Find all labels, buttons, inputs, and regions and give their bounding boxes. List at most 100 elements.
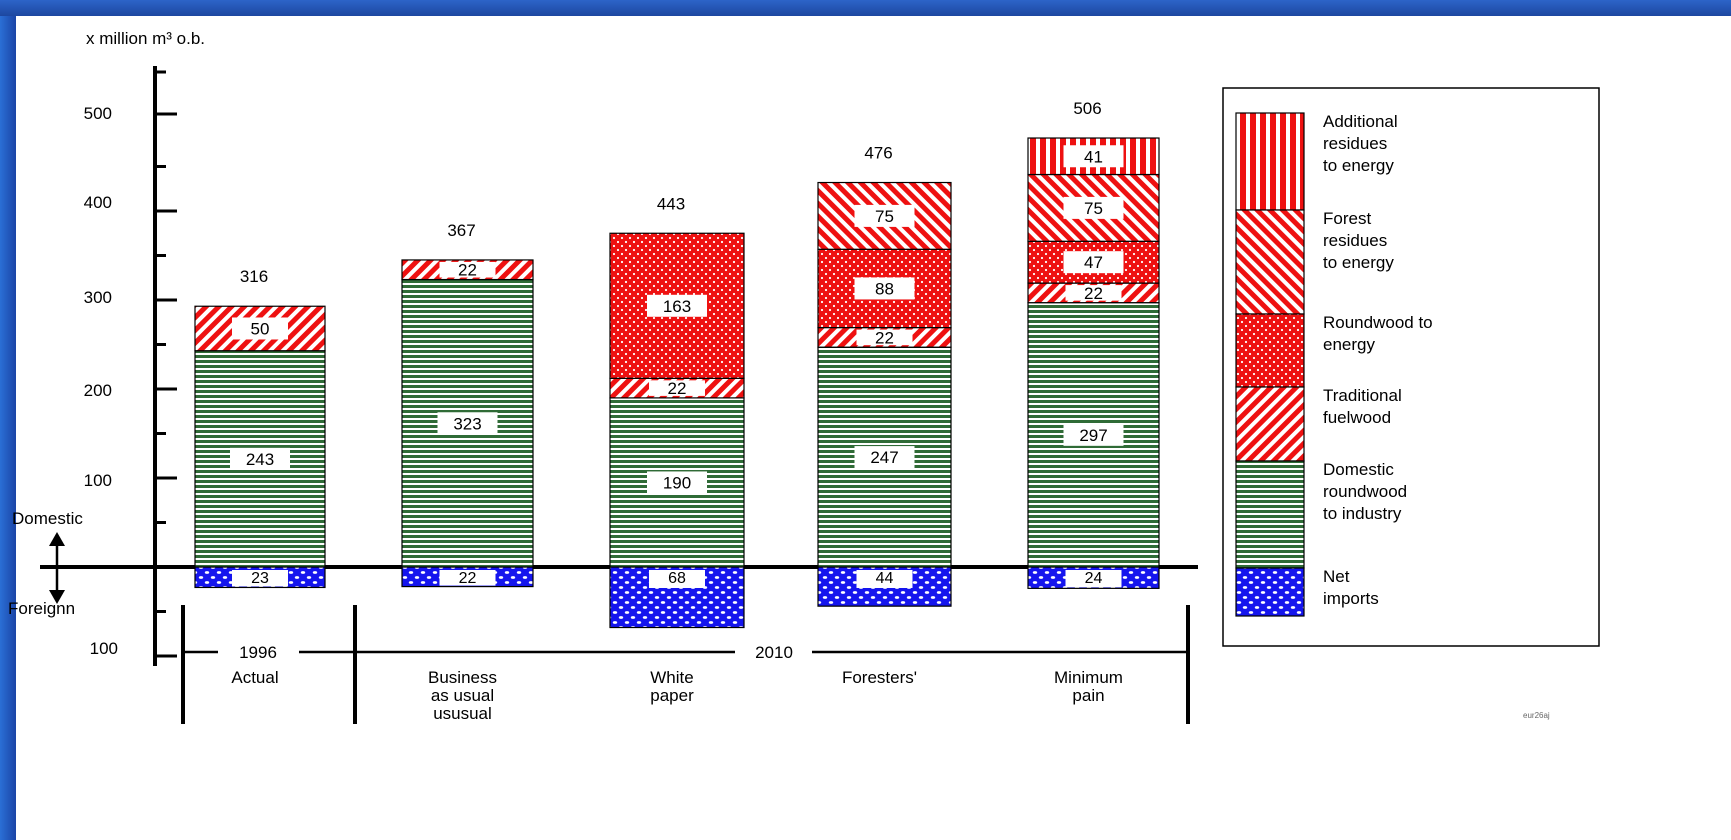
legend-label-residues: Forest residues to energy (1323, 209, 1394, 272)
legend-swatch-additional (1235, 112, 1305, 211)
category-label-line: pain (1072, 686, 1104, 705)
bar-value-label: 50 (251, 319, 270, 338)
legend-swatch-domestic (1235, 460, 1305, 569)
bar-value-label: 22 (668, 379, 687, 398)
legend-label-domestic: Domestic roundwood to industry (1323, 460, 1407, 523)
bar-value-label: 41 (1084, 147, 1103, 166)
bar-total-label: 367 (447, 221, 475, 240)
y-tick-label-negative: 100 (90, 639, 118, 658)
legend-label-line: to energy (1323, 253, 1394, 272)
legend-label-line: imports (1323, 589, 1379, 608)
bar-value-box (230, 447, 290, 470)
bar-value-box (1065, 285, 1122, 301)
bar-value-box (854, 277, 915, 300)
period-label-1996: 1996 (239, 643, 277, 662)
bar-value-box (1063, 145, 1124, 168)
category-label: Foresters' (842, 668, 917, 687)
legend-label-line: Additional (1323, 112, 1398, 131)
legend-label-line: roundwood (1323, 482, 1407, 501)
bar-value-box (854, 204, 915, 227)
category-label: Actual (231, 668, 278, 687)
legend-label-line: Net (1323, 567, 1350, 586)
bar-value-box (647, 294, 707, 317)
bar-value-label: 75 (875, 207, 894, 226)
legend-label-line: Forest (1323, 209, 1371, 228)
bar-value-label: 88 (875, 279, 894, 298)
domestic-label: Domestic (12, 509, 83, 528)
bar-total-label: 506 (1073, 99, 1101, 118)
legend-swatch-imports (1235, 567, 1305, 617)
bar-value-label: 23 (251, 570, 269, 587)
bar-value-box (1063, 196, 1124, 219)
y-tick-label: 500 (84, 104, 112, 123)
bar-value-box (439, 261, 496, 278)
category-label-line: Minimum (1054, 668, 1123, 687)
bar-value-box (1063, 251, 1124, 274)
left-border-stripe (0, 0, 16, 840)
bar-value-label: 247 (870, 448, 898, 467)
bar-segment-fuelwood (194, 305, 326, 352)
bar-total-label: 443 (657, 194, 685, 213)
foreign-label: Foreignn (8, 599, 75, 618)
bar-value-box (1063, 423, 1124, 446)
legend-label-line: residues (1323, 231, 1387, 250)
bar-value-label: 323 (453, 414, 481, 433)
legend-label-fuelwood: Traditional fuelwood (1323, 386, 1402, 427)
bar-value-label: 163 (663, 297, 691, 316)
legend-label-line: fuelwood (1323, 408, 1391, 427)
legend-label-line: energy (1323, 335, 1375, 354)
category-label-line: Actual (231, 668, 278, 687)
legend-label-line: residues (1323, 134, 1387, 153)
y-tick-label: 200 (84, 381, 112, 400)
legend-label-line: to industry (1323, 504, 1402, 523)
footnote: eur26aj (1523, 711, 1550, 720)
bar-value-box (854, 446, 915, 469)
legend-label-imports: Net imports (1323, 567, 1379, 608)
bar-value-box (649, 380, 705, 396)
legend-swatch-residues (1235, 209, 1305, 315)
bar-value-box (232, 317, 288, 340)
bar-value-label: 47 (1084, 253, 1103, 272)
category-label-line: as usual (431, 686, 494, 705)
bar-value-label: 190 (663, 473, 691, 492)
bar-value-label: 22 (1084, 284, 1103, 303)
bar-total-label: 476 (864, 144, 892, 163)
arrow-down-icon (49, 590, 65, 604)
category-label-line: Foresters' (842, 668, 917, 687)
legend-label-line: Roundwood to (1323, 313, 1433, 332)
bar-value-label: 22 (458, 261, 477, 280)
y-tick-label: 100 (84, 471, 112, 490)
top-border-stripe (0, 0, 1731, 16)
bar-value-label: 68 (668, 570, 686, 587)
bar-value-label: 22 (875, 328, 894, 347)
category-label-line: Business (428, 668, 497, 687)
legend-label-line: Domestic (1323, 460, 1394, 479)
y-tick-label: 300 (84, 288, 112, 307)
bar-value-box (856, 570, 913, 588)
bar-value-box (1065, 570, 1122, 588)
bar-value-box (437, 412, 498, 435)
legend-swatch-fuelwood (1235, 386, 1305, 462)
category-label-line: White (650, 668, 693, 687)
legend-label-line: Traditional (1323, 386, 1402, 405)
bar-value-box (649, 570, 705, 588)
bar-value-box (856, 329, 913, 346)
bar-value-box (647, 471, 707, 494)
legend-label-roundwood: Roundwood to energy (1323, 313, 1433, 354)
y-axis-label: x million m³ o.b. (86, 29, 205, 48)
category-label: White paper (650, 668, 694, 705)
legend-swatch-roundwood (1235, 313, 1305, 388)
bar-total-label: 316 (240, 267, 268, 286)
y-tick-label: 400 (84, 193, 112, 212)
bar-value-label: 24 (1085, 570, 1103, 587)
bar-value-label: 75 (1084, 199, 1103, 218)
bar-value-label: 297 (1079, 426, 1107, 445)
period-label-2010: 2010 (755, 643, 793, 662)
bar-value-box (232, 570, 288, 587)
legend-label-line: to energy (1323, 156, 1394, 175)
bar-value-label: 22 (459, 570, 477, 587)
bar-value-label: 44 (876, 570, 894, 587)
arrow-up-icon (49, 532, 65, 546)
category-label: Business as usual ususual (428, 668, 497, 723)
